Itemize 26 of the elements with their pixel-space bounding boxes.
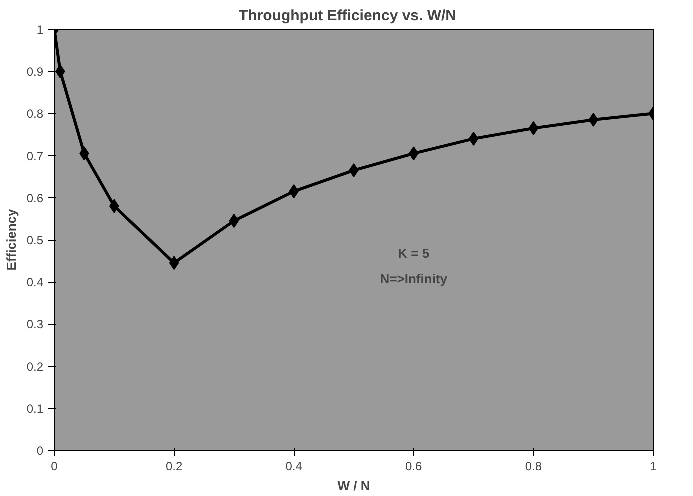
point bbox=[468, 132, 479, 146]
point bbox=[528, 121, 539, 136]
y-tick-label: 0.6 bbox=[26, 191, 44, 206]
y-tick-label: 0.3 bbox=[26, 318, 44, 332]
y-tick-label: 0.4 bbox=[26, 276, 44, 290]
point bbox=[169, 256, 180, 270]
x-axis-title: W / N bbox=[338, 478, 370, 494]
annotation: K = 5 bbox=[398, 246, 430, 262]
chart-title: Throughput Efficiency vs. W/N bbox=[238, 8, 457, 24]
y-tick-label: 0.8 bbox=[26, 107, 44, 122]
x-tick-label: 1 bbox=[650, 460, 658, 474]
x-tick-label: 0 bbox=[51, 460, 58, 474]
x-tick-label: 0.8 bbox=[525, 460, 542, 474]
y-tick-label: 0.9 bbox=[26, 65, 44, 80]
y-tick-label: 1 bbox=[36, 23, 44, 37]
x-tick-label: 0.2 bbox=[166, 460, 183, 474]
y-tick-label: 0 bbox=[36, 444, 44, 458]
x-tick-label: 0.6 bbox=[406, 460, 423, 474]
y-tick-label: 0.2 bbox=[26, 360, 44, 374]
y-tick-label: 0.7 bbox=[26, 149, 44, 164]
y-axis-title: Efficiency bbox=[4, 208, 19, 271]
y-tick-label: 0.1 bbox=[26, 402, 44, 416]
x-tick-label: 0.4 bbox=[286, 460, 303, 474]
point bbox=[229, 214, 240, 228]
y-tick-label: 0.5 bbox=[26, 234, 44, 248]
annotation: N=>Infinity bbox=[380, 271, 448, 286]
